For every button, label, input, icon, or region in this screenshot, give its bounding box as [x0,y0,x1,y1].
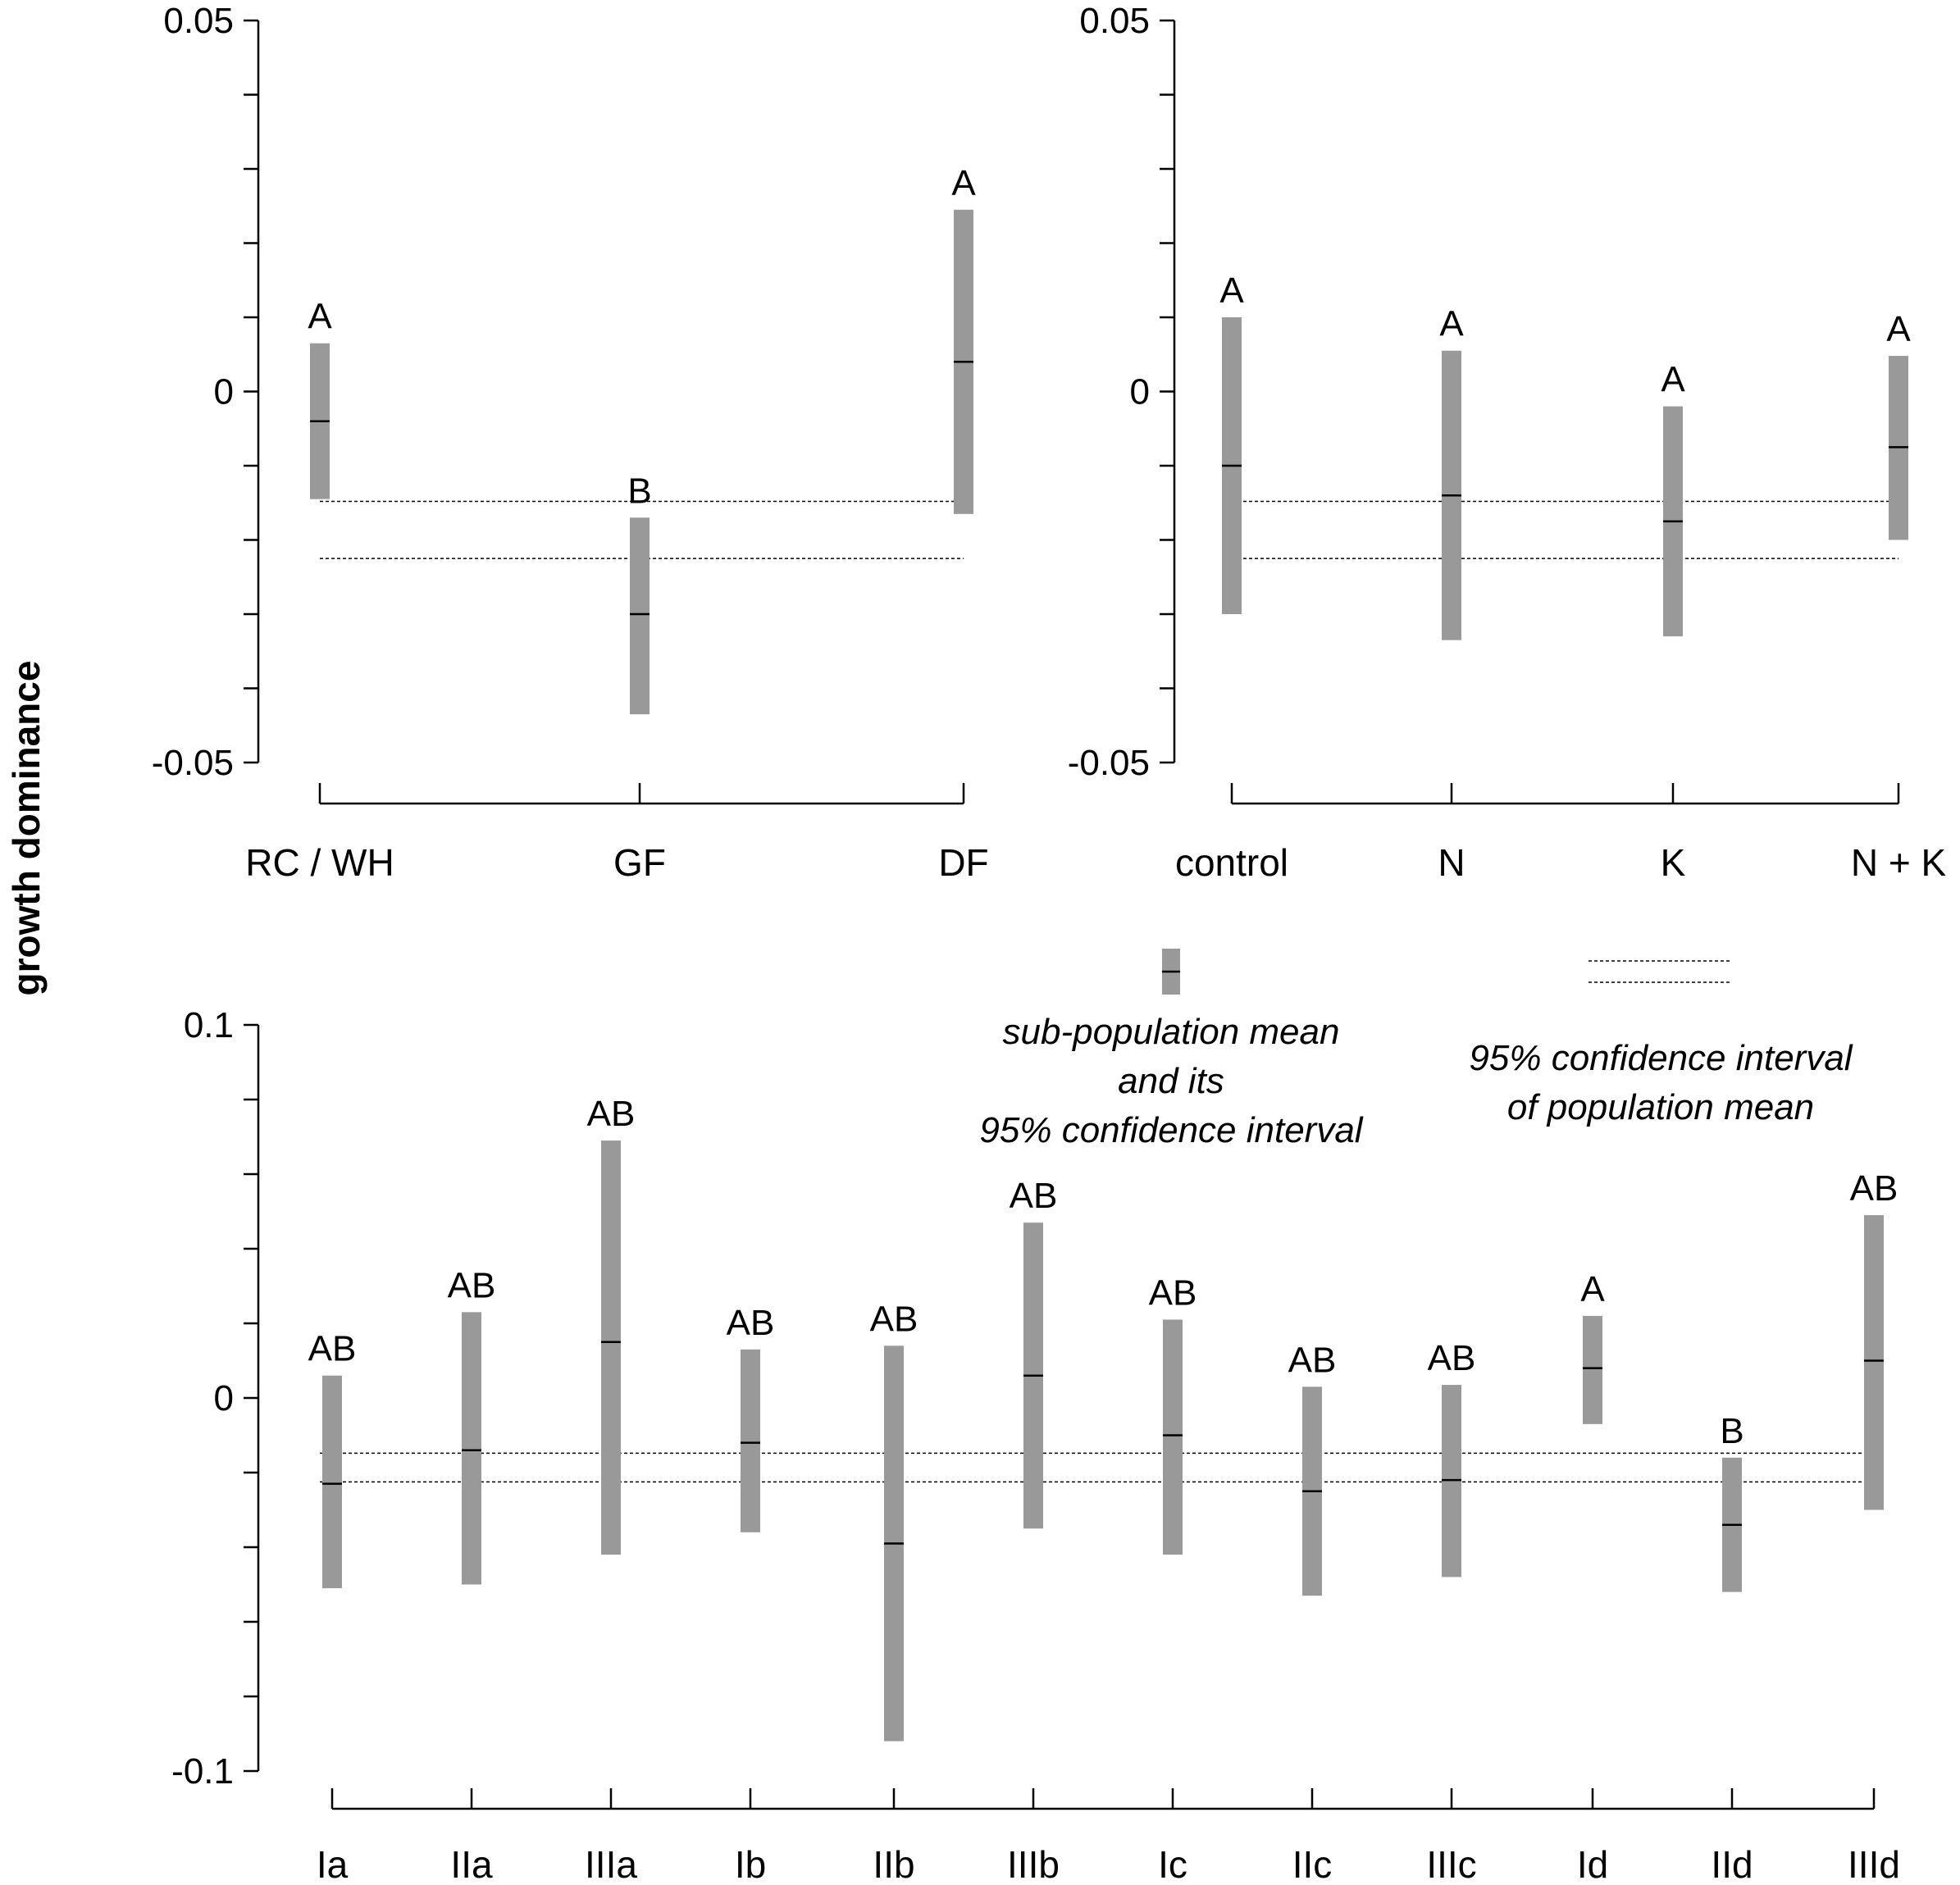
group-letter: A [951,163,976,203]
x-tick-label: N + K [1851,841,1947,884]
group-letter: AB [1149,1273,1197,1313]
y-tick-label: 0.05 [163,1,234,41]
x-tick-label: IId [1711,1843,1753,1881]
legend-population-line-2: of population mean [1507,1087,1814,1127]
group-letter: AB [1010,1176,1058,1216]
group-letter: AB [1428,1338,1476,1378]
x-tick-label: GF [613,841,666,884]
x-tick-label: IIIa [585,1843,637,1881]
group-letter: A [1580,1269,1605,1309]
x-tick-label: control [1175,841,1288,884]
x-tick-label: Ib [735,1843,766,1881]
ci-bar [601,1141,621,1555]
group-letter: A [308,297,332,337]
y-tick-label: 0.05 [1079,1,1150,41]
ci-bar [630,517,650,715]
x-tick-label: Id [1577,1843,1608,1881]
group-letter: A [1661,360,1685,400]
x-tick-label: IIa [450,1843,493,1881]
x-tick-label: K [1661,841,1686,884]
group-letter: AB [587,1094,636,1134]
panel-top-left: -0.05 0 0.05 RC / WH GF DF A B A [152,1,989,884]
ci-bar [462,1312,481,1585]
ci-bar [322,1375,342,1589]
panel-top-right: -0.05 0 0.05 control N K N + K A A A A [1068,1,1947,884]
x-tick-label: IIIb [1007,1843,1060,1881]
group-letter: AB [870,1299,918,1339]
legend-sub-population-line-1: sub-population mean [1003,1012,1340,1052]
group-letter: AB [448,1265,496,1305]
x-tick-label: N [1438,841,1465,884]
y-tick-label: -0.05 [152,743,234,783]
y-tick-label: 0 [214,1378,234,1418]
x-tick-label: IIc [1292,1843,1333,1881]
x-tick-label: Ic [1158,1843,1187,1881]
panel-bottom: -0.1 0 0.1 Ia IIa IIIa Ib IIb IIIb Ic IIc IIIc Id IId… [171,1005,1900,1885]
y-tick-label: 0.1 [184,1005,234,1045]
x-tick-label: Ia [317,1843,349,1881]
group-letter: A [1439,304,1464,344]
y-tick-label: 0 [1130,372,1150,412]
x-tick-label: IIb [873,1843,914,1881]
x-tick-label: RC / WH [245,841,394,884]
group-letter: AB [308,1329,357,1369]
group-letter: AB [727,1303,775,1343]
x-tick-label: DF [938,841,988,884]
y-tick-label: -0.05 [1068,743,1150,783]
ci-bar [1864,1215,1884,1510]
ci-bar [1163,1319,1183,1555]
x-tick-label: IIId [1848,1843,1900,1881]
group-letter: A [1886,309,1911,349]
ci-bar [1583,1315,1602,1424]
group-letter: B [627,471,651,511]
legend-sub-population-line-3: 95% confidence interval [979,1110,1363,1150]
legend: sub-population mean and its 95% confiden… [979,949,1853,1150]
y-tick-label: -0.1 [171,1751,234,1792]
group-letter: AB [1288,1340,1337,1380]
ci-bar [741,1349,760,1532]
group-letter: AB [1850,1168,1898,1209]
legend-sub-population-line-2: and its [1118,1061,1224,1101]
y-axis-label: growth dominance [5,661,48,996]
legend-population-line-1: 95% confidence interval [1469,1038,1853,1078]
x-tick-label: IIIc [1426,1843,1476,1881]
group-letter: A [1219,271,1244,311]
y-tick-label: 0 [214,372,234,412]
group-letter: B [1720,1411,1743,1451]
